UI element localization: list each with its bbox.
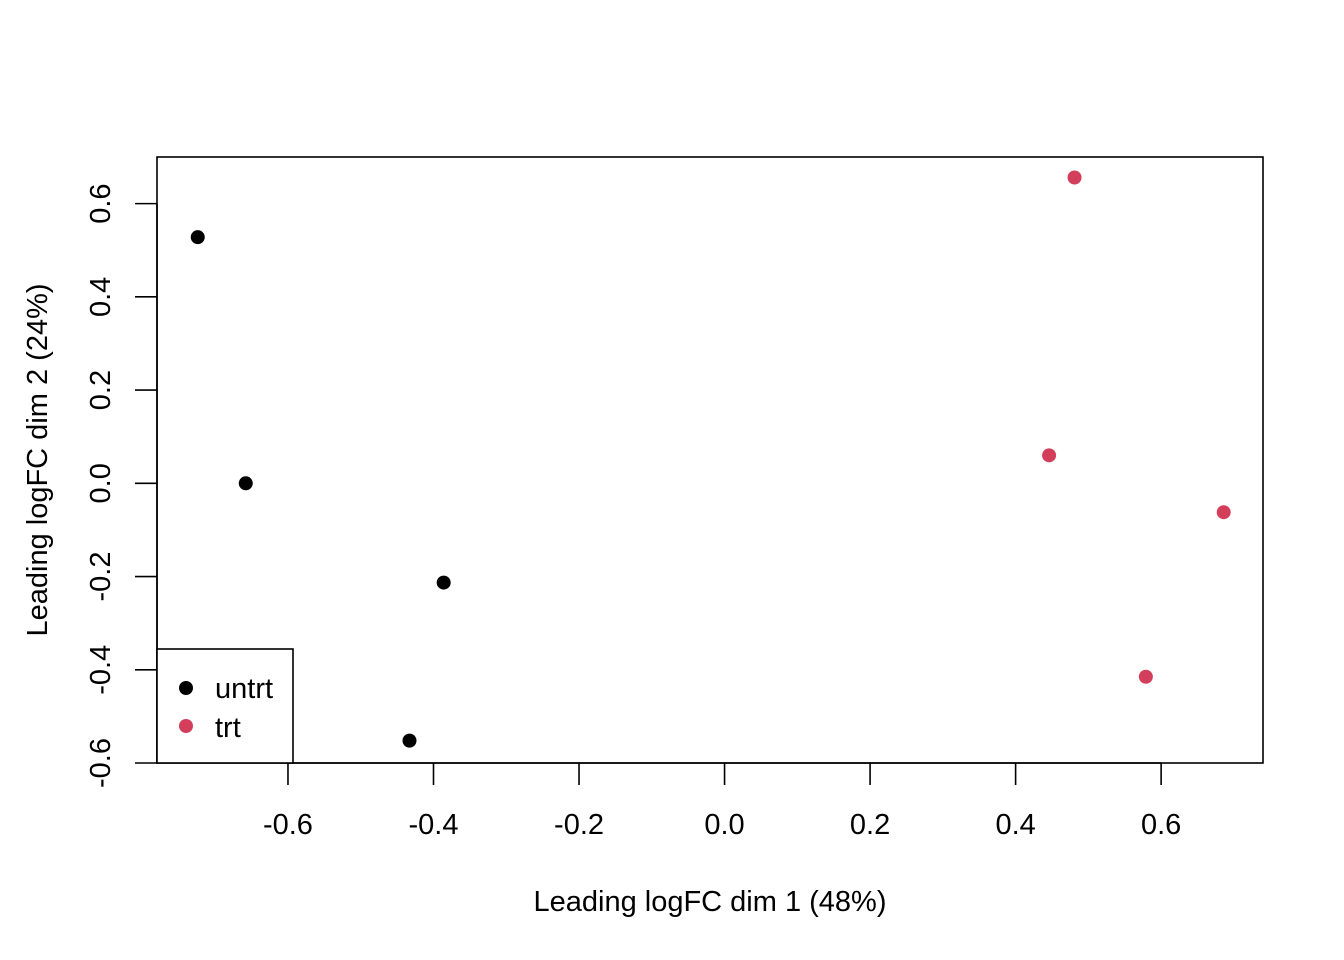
x-tick-label: 0.2 xyxy=(850,809,890,841)
x-tick-label: -0.6 xyxy=(263,809,313,841)
point-trt xyxy=(1042,448,1057,463)
y-axis: -0.6 -0.4 -0.2 0.0 0.2 0.4 0.6 xyxy=(85,183,158,788)
y-tick-label: 0.6 xyxy=(85,183,117,223)
x-axis: -0.6 -0.4 -0.2 0.0 0.2 0.4 0.6 xyxy=(263,762,1181,841)
x-tick-label: 0.4 xyxy=(995,809,1035,841)
legend-box xyxy=(156,648,294,764)
y-tick-label: -0.6 xyxy=(85,738,117,788)
point-trt xyxy=(1216,505,1231,520)
point-trt xyxy=(1067,170,1082,185)
data-points xyxy=(190,170,1231,748)
y-tick-label: 0.4 xyxy=(85,277,117,317)
y-tick-label: -0.4 xyxy=(85,645,117,695)
y-tick-label: 0.0 xyxy=(85,463,117,503)
point-untrt xyxy=(238,476,253,491)
legend-marker-trt xyxy=(179,719,193,733)
x-axis-title: Leading logFC dim 1 (48%) xyxy=(533,886,886,918)
plot-frame xyxy=(156,156,1264,764)
point-trt xyxy=(1138,669,1153,684)
point-untrt xyxy=(402,733,417,748)
legend-label-trt: trt xyxy=(215,712,241,744)
x-tick-label: 0.0 xyxy=(704,809,744,841)
legend-label-untrt: untrt xyxy=(215,673,273,705)
y-tick-label: 0.2 xyxy=(85,370,117,410)
x-tick-label: 0.6 xyxy=(1141,809,1181,841)
point-untrt xyxy=(436,575,451,590)
y-tick-label: -0.2 xyxy=(85,552,117,602)
x-tick-label: -0.4 xyxy=(409,809,459,841)
point-untrt xyxy=(190,230,205,245)
legend: untrt trt xyxy=(156,648,294,764)
x-tick-label: -0.2 xyxy=(554,809,604,841)
legend-marker-untrt xyxy=(179,681,193,695)
y-axis-title: Leading logFC dim 2 (24%) xyxy=(22,283,54,636)
